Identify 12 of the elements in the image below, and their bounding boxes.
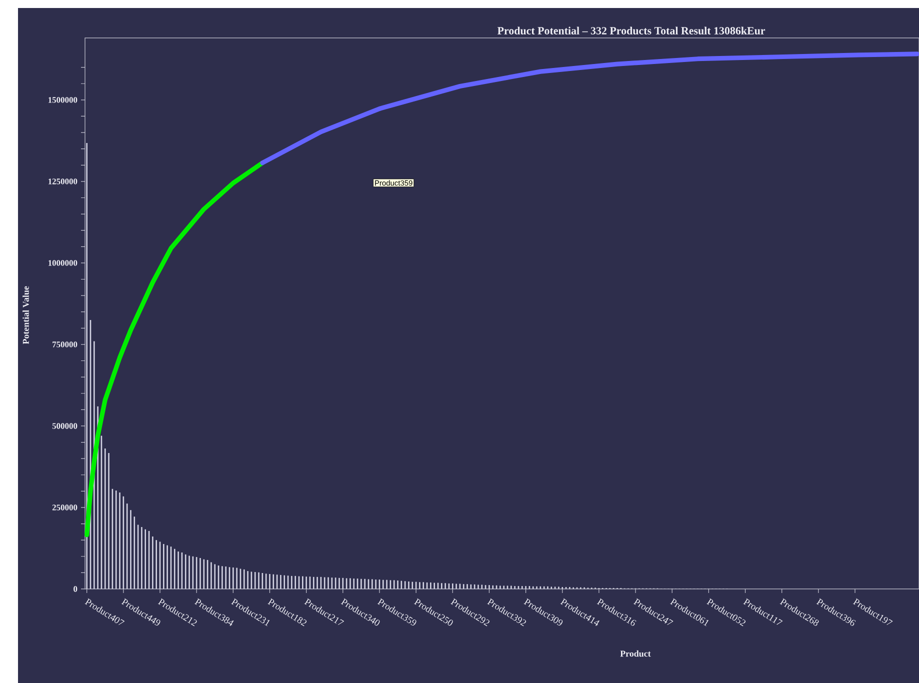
line-series [84,160,265,538]
y-tick-label: 1250000 [48,178,78,184]
y-tick-label: 1500000 [48,97,78,103]
line-series [260,52,919,166]
y-tick-label: 750000 [52,342,78,348]
y-tick-label: 0 [74,586,78,592]
y-tick-label: 250000 [52,504,78,510]
y-tick-label: 1000000 [48,260,78,266]
y-tick-label: 500000 [52,423,78,429]
y-axis-title: Potential Value [22,286,29,344]
chart-title: Product Potential – 332 Products Total Result 13086kEur [497,26,766,34]
x-axis-title: Product [620,650,651,657]
